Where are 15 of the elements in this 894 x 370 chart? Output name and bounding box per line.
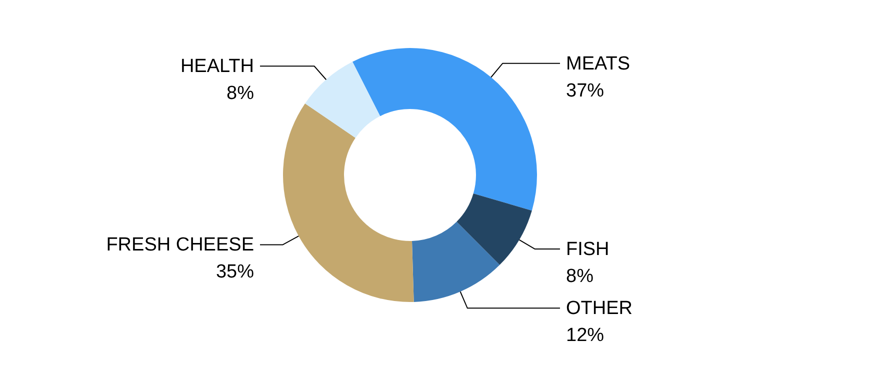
data-label: 37% — [566, 80, 604, 102]
slice-label: FISH — [566, 238, 610, 260]
slice-label: FRESH CHEESE — [106, 234, 254, 256]
donut-slice — [305, 62, 380, 138]
data-label: 35% — [216, 262, 254, 283]
slice-label: HEALTH — [180, 56, 254, 78]
donut-slice — [352, 48, 537, 211]
donut-slice — [456, 193, 532, 265]
slice-label: OTHER — [566, 298, 632, 320]
data-label: 8% — [566, 266, 594, 287]
data-label: 8% — [226, 83, 254, 104]
donut-slice — [412, 222, 500, 302]
data-label: 12% — [566, 325, 604, 346]
slice-label: MEATS — [566, 53, 630, 74]
donut-slice — [283, 103, 414, 302]
